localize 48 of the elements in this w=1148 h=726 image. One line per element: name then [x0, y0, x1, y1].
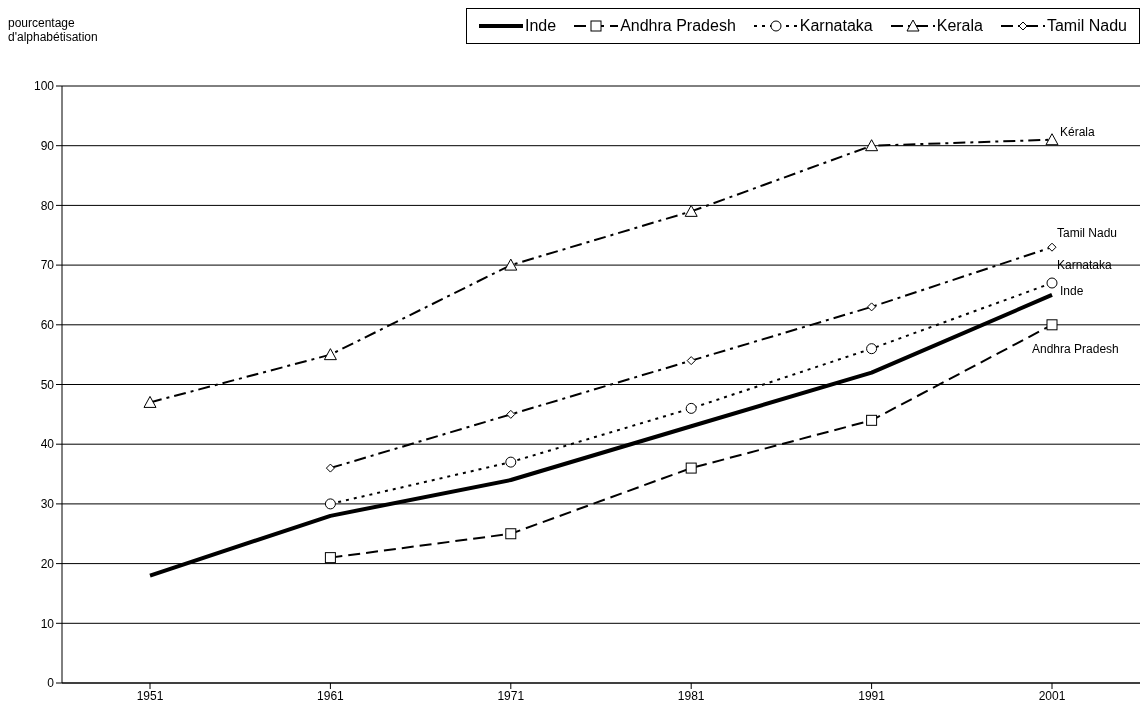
y-tick-label: 60: [40, 318, 55, 333]
y-tick-label: 70: [40, 258, 55, 273]
point: [684, 204, 698, 217]
annotation: Inde: [1060, 283, 1084, 298]
point: [1046, 277, 1058, 289]
point: [685, 402, 697, 414]
y-tick-label: 50: [40, 377, 55, 392]
point: [685, 462, 697, 474]
point: [865, 139, 879, 152]
point: [505, 456, 517, 468]
point: [325, 463, 335, 473]
legend-label: Kerala: [936, 17, 983, 35]
legend-label: Tamil Nadu: [1046, 17, 1127, 35]
y-tick-label: 100: [33, 79, 55, 94]
x-tick-label: 1981: [677, 688, 705, 703]
point: [866, 414, 878, 426]
point: [143, 395, 157, 408]
point: [324, 498, 336, 510]
point: [866, 343, 878, 355]
x-tick-label: 1961: [317, 688, 345, 703]
y-tick-label: 0: [47, 676, 55, 691]
annotation: Andhra Pradesh: [1032, 341, 1119, 356]
point: [1047, 242, 1057, 252]
y-tick-label: 90: [40, 138, 55, 153]
legend-label: Inde: [525, 17, 557, 35]
y-tick-label: 80: [40, 198, 55, 213]
point: [1045, 133, 1059, 146]
annotation: Tamil Nadu: [1057, 226, 1118, 241]
point: [506, 409, 516, 419]
annotation: Kérala: [1060, 124, 1096, 139]
point: [1046, 319, 1058, 331]
x-tick-label: 1951: [136, 688, 164, 703]
x-tick-label: 1971: [497, 688, 525, 703]
point: [324, 552, 336, 564]
point: [686, 356, 696, 366]
point: [323, 348, 337, 361]
x-tick-label: 2001: [1038, 688, 1066, 703]
legend-label: Andhra Pradesh: [620, 17, 736, 35]
y-tick-label: 30: [40, 497, 55, 512]
point: [504, 258, 518, 271]
y-tick-label: 20: [40, 556, 55, 571]
y-axis-title: pourcentage d'alphabétisation: [8, 16, 99, 44]
point: [505, 528, 517, 540]
point: [867, 302, 877, 312]
y-tick-label: 40: [40, 437, 55, 452]
legend-label: Karnataka: [799, 17, 873, 35]
y-tick-label: 10: [40, 616, 55, 631]
x-tick-label: 1991: [858, 688, 886, 703]
